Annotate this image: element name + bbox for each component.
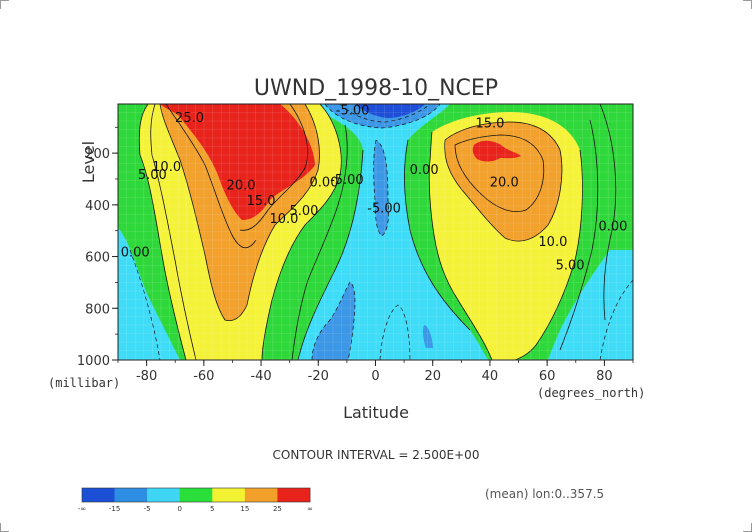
contour-line [559,119,599,351]
colorbar-label: 25 [273,505,282,513]
x-tick-label: -40 [250,369,271,384]
contour-label: 5.00 [556,258,585,273]
colorbar-swatch [114,488,148,502]
y-tick-label: 1000 [77,354,110,369]
x-tick-label: -20 [308,369,329,384]
colorbar-swatch [277,488,311,502]
contour-line [261,104,342,360]
colorbar-label: 5 [210,505,214,513]
negative-contours [129,104,633,360]
colorbar-swatch [244,488,278,502]
x-axis: -80 -60 -40 -20 0 20 40 60 80 [117,360,634,384]
x-units-label: (degrees_north) [537,386,645,400]
contour-label: 20.0 [227,178,256,193]
dashed-contour-line [324,104,441,129]
contour-label: -5.00 [367,202,401,217]
chart-title: UWND_1998-10_NCEP [254,76,498,101]
contour-label: 0.00 [310,176,339,191]
y-tick-label: 800 [85,302,110,317]
x-tick-label: 20 [424,369,441,384]
contour-line [514,149,583,360]
contour-label: 5.00 [138,168,167,183]
contour-label: 15.0 [475,116,504,131]
contour-interval-text: CONTOUR INTERVAL = 2.500E+00 [273,448,480,462]
contour-line [159,104,248,322]
contour-label: 20.0 [490,176,519,191]
colorbar-swatch [82,488,115,502]
field-red-north [472,140,521,162]
contour-label: 5.00 [289,204,318,219]
field-deepblue-top [355,104,425,118]
y-tick-label: 600 [85,251,110,266]
contour-label: 10.0 [538,235,567,250]
contour-line [599,104,617,321]
contour-label: 15.0 [247,194,276,209]
field-blue-shaft [373,140,389,236]
contour-line [403,139,471,331]
x-axis-label: Latitude [343,403,409,422]
contour-label: 0.00 [598,220,627,235]
contour-line [246,104,320,306]
contour-label: 25.0 [175,111,204,126]
y-axis: 200 400 600 800 1000 [77,126,118,369]
x-tick-label: 60 [539,369,556,384]
crop-mark-top-left [0,0,9,9]
colorbar-frame [81,487,311,503]
x-tick-label: 80 [596,369,613,384]
dashed-contour-line [339,104,431,123]
contour-line [165,104,257,249]
contour-line [291,124,348,360]
contour-label: 0.00 [410,163,439,178]
y-units-label: (millibar) [48,376,120,390]
dashed-contour-line [379,304,411,360]
dashed-contour-line [599,279,633,360]
colorbar-label: 0 [177,505,181,513]
colorbar-label: -5 [144,505,151,513]
dashed-contour-line [311,281,356,360]
dashed-contour-line [373,139,389,237]
contour-label: 0.00 [121,246,150,261]
field-blue-lower [312,282,355,360]
contour-line [150,104,197,360]
contour-line [454,134,545,212]
contour-label: -5.00 [330,173,364,188]
contour-label: 10.0 [152,160,181,175]
x-tick-label: 0 [371,369,379,384]
y-axis-label: Level [79,141,98,183]
field-red-south [160,104,315,220]
contour-line [239,104,309,231]
contour-lines [138,104,617,360]
filled-contours: 25.010.05.000.0020.015.010.05.000.00-5.0… [118,103,633,360]
x-tick-label: 40 [482,369,499,384]
contour-label: -5.00 [336,103,370,118]
colorbar-label: -∞ [78,505,86,513]
colorbar: -∞ -15 -5 0 5 15 25 ∞ [78,487,313,513]
contour-label: 10.0 [269,212,298,227]
contour-line [428,131,493,360]
colorbar-label: ∞ [307,505,313,513]
colorbar-swatch [179,488,213,502]
field-cyan-east [548,250,633,360]
contour-labels: 25.010.05.000.0020.015.010.05.000.00-5.0… [121,103,628,273]
colorbar-swatch [147,488,181,502]
field-blue-small [422,325,433,348]
contour-line [297,149,364,360]
x-tick-label: -80 [136,369,157,384]
y-tick-label: 200 [85,147,110,162]
footnote: (mean) lon:0..357.5 [485,487,604,501]
colorbar-label: 15 [240,505,249,513]
colorbar-label: -15 [109,505,120,513]
y-tick-label: 400 [85,199,110,214]
colorbar-swatch [212,488,246,502]
grid [118,104,633,360]
x-tick-label: -60 [193,369,214,384]
contour-line [444,121,563,242]
contour-line [138,104,187,360]
field-cyan-west [118,228,180,360]
